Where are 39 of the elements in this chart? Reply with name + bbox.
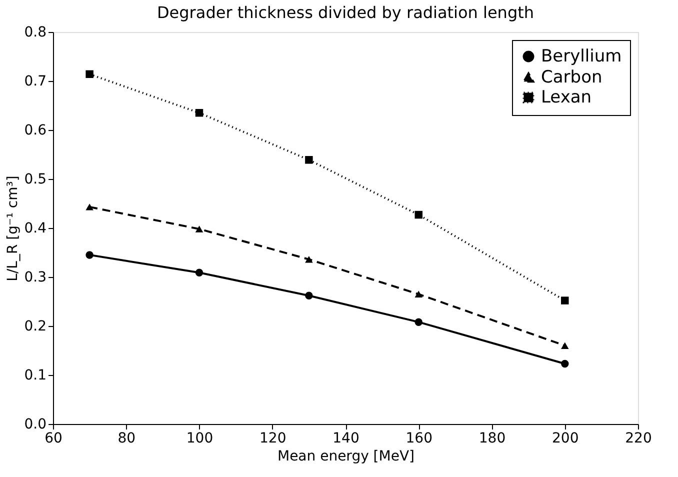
point [195,268,204,276]
y-tick-label: 0.0 [24,416,46,432]
x-tick-label: 100 [186,430,214,446]
y-tick-label: 0.3 [24,270,46,286]
x-tick-label: 60 [44,430,62,446]
y-tick-label: 0.4 [24,220,47,236]
y-tick-label: 0.5 [24,172,46,188]
point [86,204,94,210]
point [561,342,569,349]
y-tick-label: 0.6 [24,122,47,138]
x-tick-label: 200 [552,430,579,446]
legend-label: Beryllium [541,46,622,66]
point [305,156,313,164]
y-axis-title: L/L_R [g⁻¹ cm³] [5,176,22,282]
y-tick-label: 0.2 [24,318,46,334]
point [195,108,204,117]
point [86,251,94,259]
point [414,290,422,298]
x-tick-label: 80 [118,430,136,446]
y-tick-label: 0.1 [24,368,46,384]
point [305,256,313,263]
x-tick-label: 180 [478,430,506,446]
point [305,292,313,300]
point [561,296,569,304]
legend-label: Lexan [541,88,592,108]
point [195,226,204,232]
y-tick-label: 0.7 [24,74,46,90]
point [561,360,569,368]
x-axis-title: Mean energy [MeV] [277,448,415,464]
point [414,210,422,219]
x-tick-label: 220 [625,430,652,446]
point [414,318,422,326]
x-tick-label: 140 [332,430,360,446]
x-tick-label: 160 [406,430,432,446]
y-tick-label: 0.8 [24,24,46,40]
point [86,70,94,78]
x-tick-label: 120 [260,430,286,446]
chart-title: Degrader thickness divided by radiation length [156,3,534,22]
legend-label: Carbon [541,68,602,88]
